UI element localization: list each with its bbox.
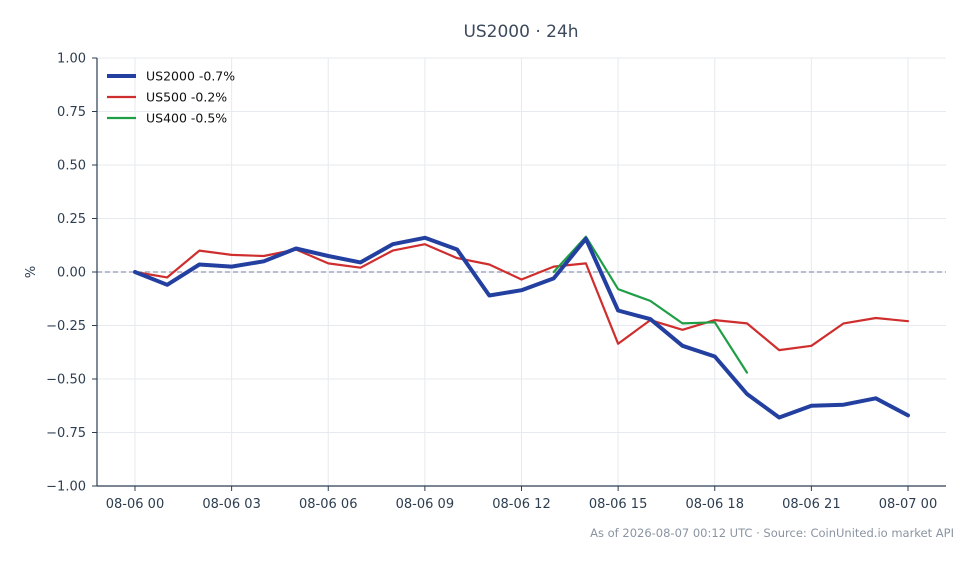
legend-label: US500 -0.2%: [146, 90, 227, 105]
x-tick-label: 08-06 00: [106, 497, 164, 512]
series-lines: [133, 235, 910, 420]
y-axis-ticks: 1.00 0.75 0.50 0.25 0.00 −0.25 −0.50 −0.75 −1.00: [46, 52, 97, 495]
x-tick-label: 08-06 03: [202, 497, 260, 512]
y-tick-label: −0.50: [46, 373, 86, 388]
y-axis-label: %: [24, 266, 39, 278]
y-tick-label: 0.25: [57, 212, 86, 227]
y-tick-label: 1.00: [57, 52, 86, 67]
y-tick-label: 0.75: [57, 105, 86, 120]
y-tick-label: −0.75: [46, 426, 86, 441]
x-tick-label: 08-06 09: [396, 497, 454, 512]
legend-label: US400 -0.5%: [146, 111, 227, 126]
series-line-2: [552, 235, 749, 374]
legend: US2000 -0.7% US500 -0.2% US400 -0.5%: [107, 69, 235, 126]
x-axis-ticks: 08-06 00 08-06 03 08-06 06 08-06 09 08-06 12…: [106, 486, 937, 512]
y-tick-label: −1.00: [46, 480, 86, 495]
legend-label: US2000 -0.7%: [146, 69, 235, 84]
x-tick-label: 08-06 06: [299, 497, 357, 512]
series-line-1: [133, 243, 910, 352]
y-tick-label: −0.25: [46, 319, 86, 334]
x-tick-label: 08-06 12: [492, 497, 550, 512]
x-tick-label: 08-07 00: [879, 497, 937, 512]
x-tick-label: 08-06 18: [686, 497, 744, 512]
x-tick-label: 08-06 21: [782, 497, 840, 512]
chart-title: US2000 · 24h: [463, 22, 578, 42]
y-tick-label: 0.50: [57, 159, 86, 174]
source-footer: As of 2026-08-07 00:12 UTC · Source: Coi…: [590, 526, 954, 540]
series-line-0: [133, 235, 910, 420]
y-tick-label: 0.00: [57, 266, 86, 281]
x-tick-label: 08-06 15: [589, 497, 647, 512]
